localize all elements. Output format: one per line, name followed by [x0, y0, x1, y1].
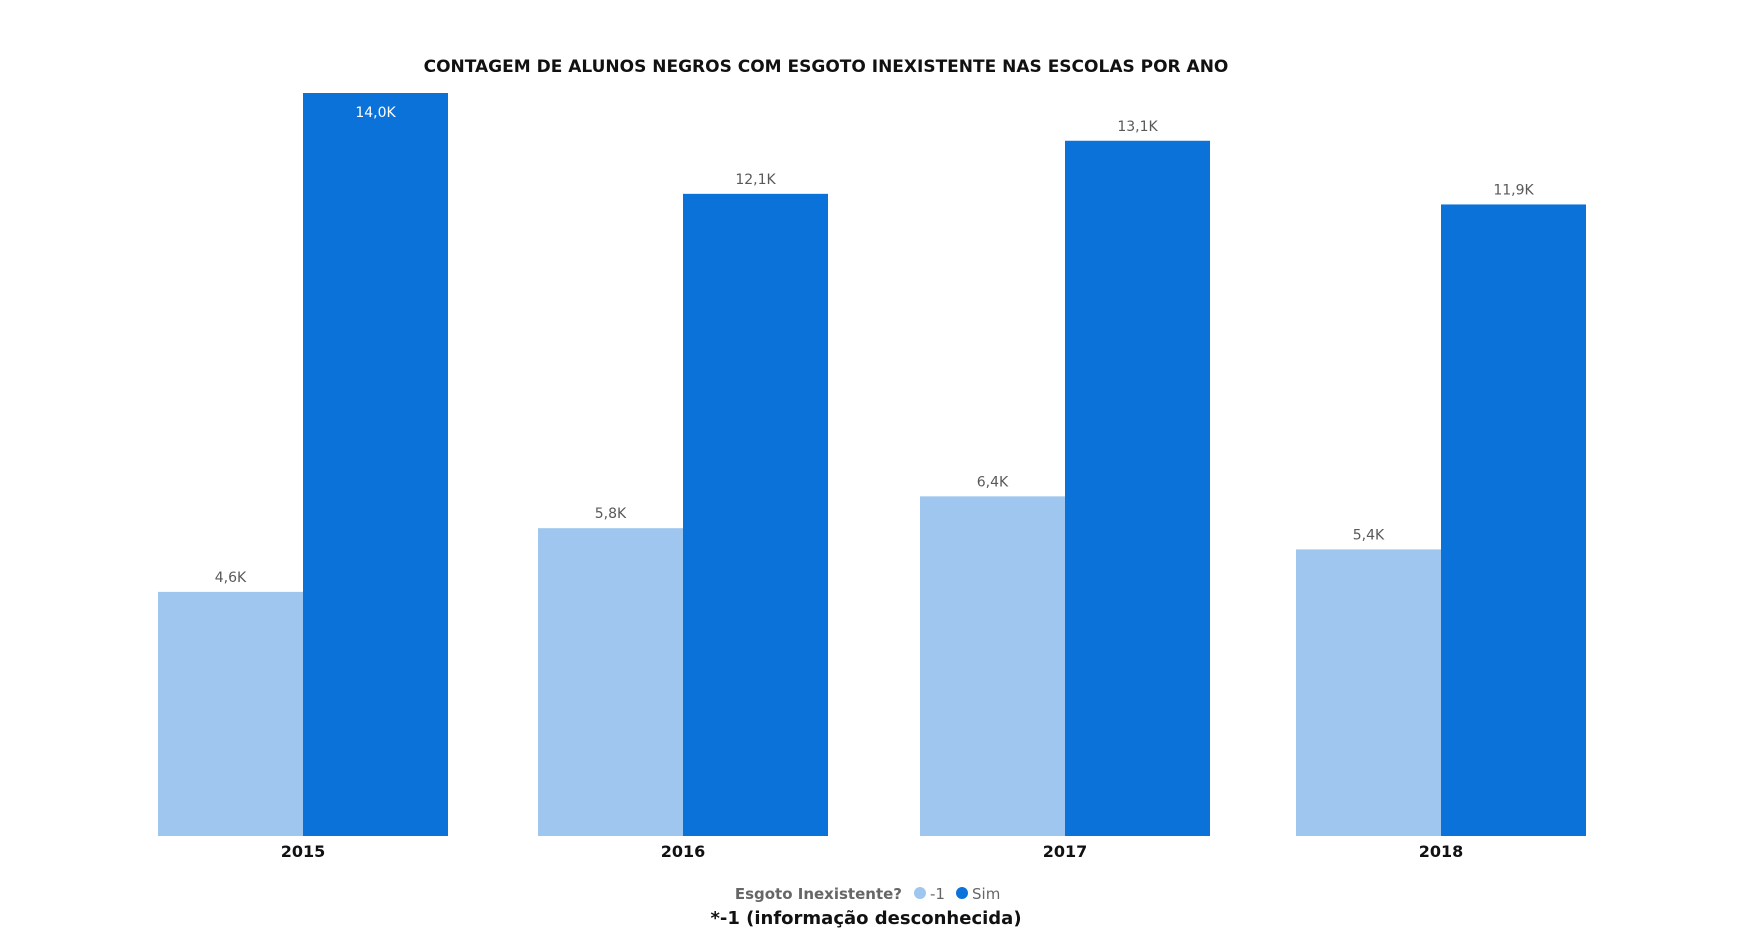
bar-2016-sim	[683, 193, 828, 837]
x-axis-ticks: 2015 2016 2017 2018	[281, 842, 1464, 861]
x-tick-label-2017: 2017	[1043, 842, 1088, 861]
x-tick-label-2015: 2015	[281, 842, 326, 861]
data-labels: 4,6K 14,0K 5,8K 12,1K 6,4K 13,1K 5,4K 11,9K	[215, 105, 1535, 586]
data-label-2016-sim: 12,1K	[735, 172, 776, 188]
bar-2018-sim	[1441, 204, 1586, 836]
legend-swatch-unknown	[914, 887, 926, 899]
data-label-2015-unknown: 4,6K	[215, 570, 247, 586]
data-label-2018-unknown: 5,4K	[1353, 527, 1385, 543]
legend-label-unknown: -1	[930, 885, 945, 903]
bar-2017-unknown	[920, 496, 1065, 836]
data-label-2017-sim: 13,1K	[1117, 119, 1158, 135]
bars	[158, 93, 1586, 837]
legend: Esgoto Inexistente? -1 Sim	[735, 885, 1000, 903]
x-tick-label-2018: 2018	[1419, 842, 1464, 861]
data-label-2016-unknown: 5,8K	[595, 506, 627, 522]
x-tick-label-2016: 2016	[661, 842, 706, 861]
bar-2015-unknown	[158, 591, 303, 836]
legend-title: Esgoto Inexistente?	[735, 885, 902, 903]
chart-title: CONTAGEM DE ALUNOS NEGROS COM ESGOTO INE…	[424, 57, 1229, 77]
bar-2015-sim	[303, 93, 448, 836]
data-label-2015-sim: 14,0K	[355, 105, 396, 121]
bar-2018-unknown	[1296, 549, 1441, 836]
bar-2017-sim	[1065, 140, 1210, 836]
data-label-2018-sim: 11,9K	[1493, 182, 1534, 198]
data-label-2017-unknown: 6,4K	[977, 474, 1009, 490]
legend-label-sim: Sim	[972, 885, 1000, 903]
footnote: *-1 (informação desconhecida)	[710, 908, 1021, 929]
bar-2016-unknown	[538, 528, 683, 836]
legend-swatch-sim	[956, 887, 968, 899]
